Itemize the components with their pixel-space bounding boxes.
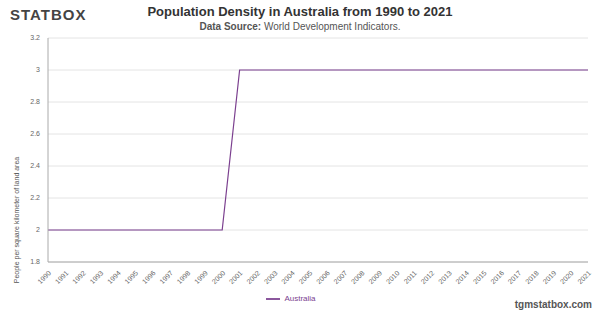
svg-text:2008: 2008 [350,269,366,285]
svg-text:2017: 2017 [507,269,523,285]
svg-text:2002: 2002 [245,269,261,285]
html-text:Data Source: World Development: Data Source: World Development Indicator… [199,21,401,32]
svg-text:2021: 2021 [576,269,592,285]
svg-text:People per square kilometer of: People per square kilometer of land area [13,157,21,284]
svg-text:1993: 1993 [89,269,105,285]
svg-text:1990: 1990 [36,269,52,285]
svg-text:2.2: 2.2 [30,194,40,201]
svg-text:1.8: 1.8 [30,258,40,265]
html-text:STATBOX: STATBOX [10,6,87,23]
svg-text:2018: 2018 [524,269,540,285]
svg-text:2004: 2004 [280,269,296,285]
svg-text:2010: 2010 [385,269,401,285]
svg-text:1991: 1991 [54,269,70,285]
svg-text:2: 2 [36,226,40,233]
svg-text:2.4: 2.4 [30,162,40,169]
svg-text:2000: 2000 [210,269,226,285]
svg-text:2013: 2013 [437,269,453,285]
svg-text:2009: 2009 [367,269,383,285]
svg-text:2019: 2019 [541,269,557,285]
svg-text:2011: 2011 [402,269,418,285]
svg-text:2016: 2016 [489,269,505,285]
svg-text:2005: 2005 [298,269,314,285]
svg-text:2006: 2006 [315,269,331,285]
html-text:Australia: Australia [284,294,316,304]
html-text:tgmstatbox.com: tgmstatbox.com [514,299,592,310]
svg-text:2001: 2001 [228,269,244,285]
svg-text:1998: 1998 [176,269,192,285]
svg-text:2007: 2007 [332,269,348,285]
svg-text:2.8: 2.8 [30,98,40,105]
svg-text:3.2: 3.2 [30,34,40,41]
html-text:Population Density in Australi: Population Density in Australia from 199… [147,4,453,19]
svg-text:2015: 2015 [472,269,488,285]
svg-text:2.6: 2.6 [30,130,40,137]
svg-text:2014: 2014 [454,269,470,285]
svg-text:1997: 1997 [158,269,174,285]
svg-text:2020: 2020 [559,269,575,285]
svg-text:1999: 1999 [193,269,209,285]
svg-text:3: 3 [36,66,40,73]
svg-text:1992: 1992 [71,269,87,285]
svg-text:1996: 1996 [141,269,157,285]
svg-text:1994: 1994 [106,269,122,285]
svg-text:2012: 2012 [419,269,435,285]
svg-text:2003: 2003 [263,269,279,285]
svg-text:1995: 1995 [123,269,139,285]
